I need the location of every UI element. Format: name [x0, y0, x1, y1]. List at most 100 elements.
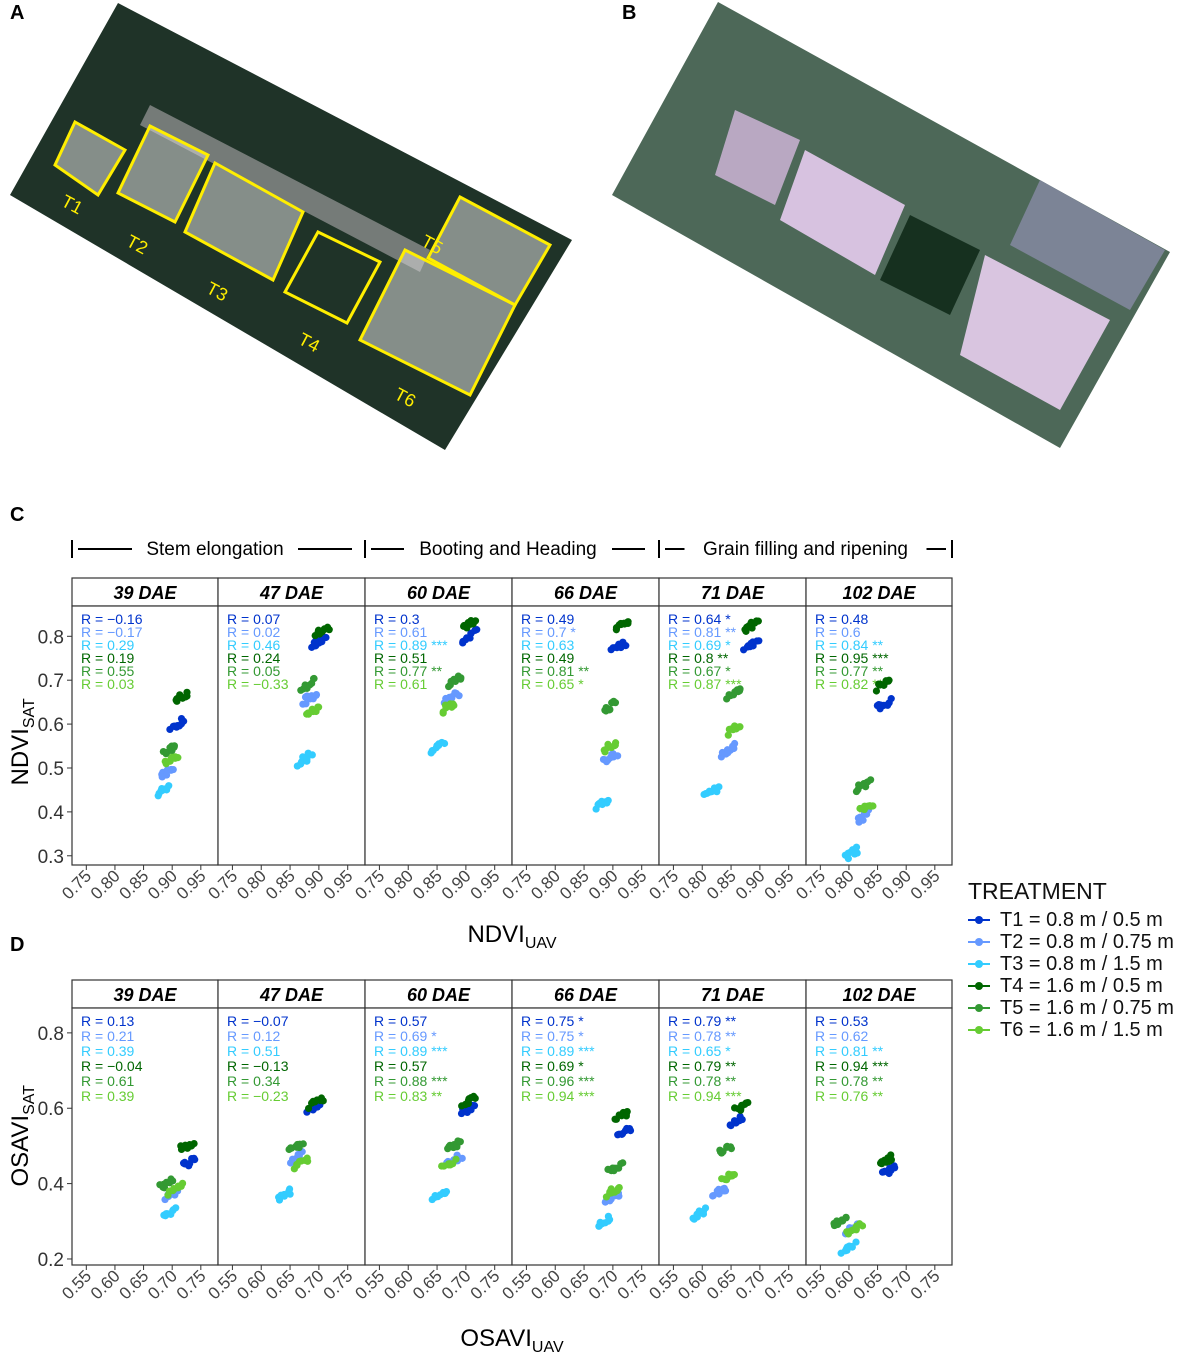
correlation-label: R = 0.61 — [374, 624, 428, 640]
data-point — [456, 1138, 464, 1146]
data-point — [470, 1092, 478, 1100]
correlation-label: R = 0.78 ** — [668, 1028, 737, 1044]
correlation-label: R = 0.49 — [521, 650, 575, 666]
data-point — [727, 1145, 735, 1153]
data-point — [744, 1098, 752, 1107]
plot-area — [805, 1007, 953, 1266]
x-tick-label: 0.90 — [438, 866, 475, 903]
x-tick-label: 0.90 — [732, 866, 769, 903]
data-point — [308, 751, 316, 759]
facet-panel: 39 DAE 0.750.800.850.900.95 R = −0.16R = −… — [58, 577, 219, 903]
x-tick-label: 0.90 — [585, 866, 622, 903]
y-tick-label: 0.4 — [38, 803, 65, 824]
data-point — [736, 723, 744, 731]
facet-title: 39 DAE — [113, 583, 177, 603]
regression-line — [875, 699, 891, 710]
x-tick-label: 0.75 — [645, 866, 682, 903]
data-point — [611, 699, 620, 707]
treatment-box — [183, 160, 305, 283]
x-axis-title: NDVIUAV — [467, 921, 556, 952]
data-point — [701, 1204, 710, 1212]
data-point — [457, 674, 465, 682]
x-tick-label: 0.80 — [87, 866, 124, 903]
data-point — [623, 1107, 631, 1116]
correlation-label: R = 0.24 — [227, 650, 281, 666]
correlation-label: R = 0.96 *** — [521, 1073, 595, 1089]
facet-title: 102 DAE — [842, 985, 916, 1005]
x-tick-label: 0.55 — [645, 1266, 682, 1303]
correlation-label: R = 0.46 — [227, 637, 281, 653]
data-point — [304, 1157, 312, 1165]
correlation-label: R = 0.65 * — [521, 676, 584, 692]
correlation-label: R = 0.13 — [81, 1013, 135, 1029]
data-point — [312, 691, 320, 699]
data-point — [473, 626, 481, 634]
y-axis-title: NDVISAT — [7, 698, 38, 786]
x-tick-label: 0.60 — [527, 1266, 564, 1303]
legend-label: T1 = 0.8 m / 0.5 m — [1000, 908, 1163, 931]
correlation-label: R = 0.05 — [227, 663, 281, 679]
data-point — [622, 642, 630, 650]
x-tick-label: 0.60 — [674, 1266, 711, 1303]
x-tick-label: 0.90 — [878, 866, 915, 903]
plot-area — [364, 1007, 513, 1266]
correlation-label: R = 0.21 — [81, 1028, 135, 1044]
data-point — [285, 1185, 294, 1193]
correlation-label: R = −0.33 — [227, 676, 289, 692]
data-point — [442, 1187, 451, 1196]
x-tick-label: 0.55 — [792, 1266, 829, 1303]
data-point — [872, 687, 881, 695]
legend-swatch-icon — [968, 981, 990, 991]
legend-label: T6 = 1.6 m / 1.5 m — [1000, 1018, 1163, 1041]
correlation-label: R = 0.94 *** — [815, 1058, 889, 1074]
correlation-label: R = 0.53 — [815, 1013, 869, 1029]
x-tick-label: 0.75 — [351, 866, 388, 903]
treatment-box — [53, 119, 128, 198]
x-tick-label: 0.95 — [761, 866, 798, 903]
correlation-label: R = 0.51 — [374, 650, 428, 666]
correlation-label: R = 0.89 *** — [374, 637, 448, 653]
x-axis-title-sub: UAV — [525, 935, 557, 952]
data-point — [165, 782, 173, 790]
correlation-label: R = 0.3 — [374, 611, 420, 627]
x-tick-label: 0.75 — [498, 866, 535, 903]
data-point — [322, 633, 330, 642]
correlation-label: R = 0.19 — [81, 650, 135, 666]
x-tick-label: 0.95 — [614, 866, 651, 903]
x-tick-label: 0.85 — [703, 866, 740, 903]
legend-label: T4 = 1.6 m / 0.5 m — [1000, 974, 1163, 997]
x-tick-label: 0.90 — [291, 866, 328, 903]
panel-label-a: A — [10, 2, 25, 24]
legend-label: T5 = 1.6 m / 0.75 m — [1000, 996, 1174, 1019]
correlation-label: R = 0.94 *** — [668, 1088, 742, 1104]
correlation-label: R = 0.62 — [815, 1028, 869, 1044]
y-tick-label: 0.6 — [38, 715, 64, 736]
x-tick-label: 0.75 — [467, 1266, 504, 1303]
legend-item: T6 = 1.6 m / 1.5 m — [968, 1019, 1174, 1041]
x-tick-label: 0.60 — [821, 1266, 858, 1303]
y-tick-label: 0.5 — [38, 759, 64, 780]
correlation-label: R = 0.94 *** — [521, 1088, 595, 1104]
x-tick-label: 0.70 — [878, 1266, 915, 1303]
correlation-label: R = 0.03 — [81, 676, 135, 692]
facet-title: 66 DAE — [554, 985, 618, 1005]
x-tick-label: 0.70 — [291, 1266, 328, 1303]
x-tick-label: 0.80 — [674, 866, 711, 903]
correlation-label: R = −0.16 — [81, 611, 143, 627]
regression-line — [875, 679, 891, 690]
plot-area — [805, 605, 953, 866]
plot-area — [217, 605, 366, 866]
y-axis-title-sub: SAT — [21, 1085, 38, 1115]
facet-strip — [805, 979, 953, 1009]
correlation-label: R = 0.77 ** — [374, 663, 443, 679]
x-tick-label: 0.55 — [351, 1266, 388, 1303]
treatment-box — [282, 230, 383, 325]
data-point — [458, 1154, 466, 1162]
data-point — [319, 1097, 327, 1105]
correlation-label: R = 0.34 — [227, 1073, 281, 1089]
